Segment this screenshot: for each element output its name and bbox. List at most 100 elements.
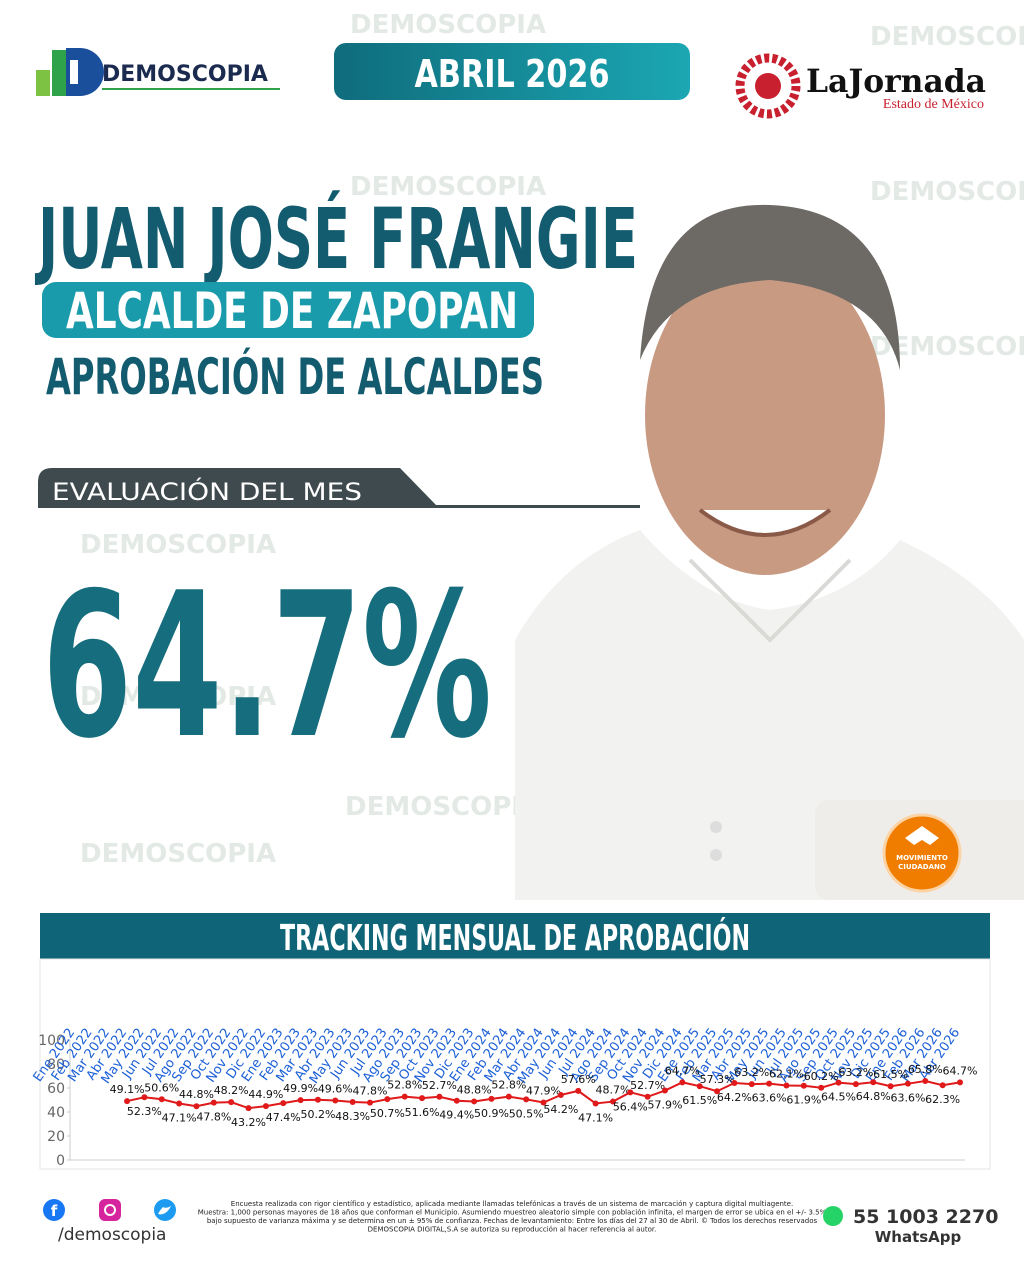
point [696,1083,703,1090]
data-label: 47.8% [353,1085,388,1098]
point [852,1081,859,1088]
point [731,1079,738,1086]
data-label: 52.7% [422,1079,457,1092]
data-label: 47.1% [578,1111,613,1124]
y-tick-label: 100 [38,1033,65,1049]
data-label: 50.6% [144,1081,179,1094]
data-label: 64.7% [943,1064,978,1077]
phone: 55 1003 2270 [853,1206,998,1228]
watermark: DEMOSCOPIA [345,792,541,822]
data-label: 50.9% [474,1107,509,1120]
data-label: 62.3% [925,1093,960,1106]
point [367,1099,373,1106]
data-label: 50.5% [509,1107,544,1120]
data-label: 57.6% [561,1073,596,1086]
data-label: 65.8% [908,1063,943,1076]
point [245,1105,252,1112]
data-label: 52.3% [127,1105,162,1118]
point [349,1099,356,1106]
data-label: 48.7% [595,1084,630,1097]
chart-header [40,913,990,959]
demoscopia-logo: DEMOSCOPIA [36,48,280,96]
brand: DEMOSCOPIA [102,62,268,87]
point [505,1093,512,1100]
point [332,1097,339,1104]
social-icons: f [43,1199,176,1221]
data-label: 49.9% [283,1082,318,1095]
point [957,1079,963,1086]
data-label: 47.9% [526,1085,561,1098]
point [193,1103,200,1110]
party-line2: CIUDADANO [898,863,946,871]
point [835,1079,842,1086]
point [540,1099,547,1106]
point [870,1079,877,1086]
data-label: 64.2% [717,1091,752,1104]
point [887,1083,894,1090]
role-pill [42,282,534,338]
data-label: 64.7% [665,1064,700,1077]
point [280,1100,287,1107]
chart-title: TRACKING MENSUAL DE APROBACIÓN [280,917,750,959]
evaluation-label: EVALUACIÓN DEL MES [52,476,362,506]
point [679,1079,686,1086]
point [592,1100,599,1107]
data-label: 50.2% [300,1108,335,1121]
data-label: 63.2% [734,1066,769,1079]
point [644,1093,651,1100]
date: ABRIL 2026 [415,52,610,96]
disclaimer-line: Muestra: 1,000 personas mayores de 18 añ… [198,1209,827,1217]
newspaper-sub: Estado de México [883,97,984,112]
data-label: 61.9% [786,1094,821,1107]
data-label: 63.6% [752,1092,787,1105]
point [766,1080,773,1087]
data-label: 44.8% [179,1088,214,1101]
point [453,1097,460,1104]
point [176,1100,183,1107]
point [922,1078,929,1085]
data-label: 49.1% [110,1083,145,1096]
watermark: DEMOSCOPIA [350,10,546,40]
point [262,1103,269,1110]
watermark: DEMOSCOPIA [350,172,546,202]
data-label: 44.9% [248,1088,283,1101]
data-label: 57.9% [648,1099,683,1112]
point [158,1096,165,1103]
watermark: DEMOSCOPIA [870,22,1024,52]
point [124,1098,131,1105]
data-label: 52.7% [630,1079,665,1092]
y-tick-label: 20 [47,1129,65,1145]
data-label: 54.2% [543,1103,578,1116]
watermark: DEMOSCOPIA [80,839,276,869]
point [228,1099,235,1106]
point [714,1088,721,1095]
point [488,1095,495,1102]
point [627,1089,634,1096]
party-line1: MOVIMIENTO [896,854,948,862]
data-label: 61.5% [873,1068,908,1081]
point [575,1087,582,1094]
chart-frame [39,958,991,1170]
y-tick-label: 40 [47,1105,65,1121]
point [419,1095,426,1102]
data-label: 48.3% [335,1110,370,1123]
data-label: 47.4% [266,1111,301,1124]
point [662,1087,668,1094]
point [818,1084,825,1091]
data-label: 43.2% [231,1116,266,1129]
whatsapp-icon [823,1206,843,1226]
disclaimer-line: Encuesta realizada con rigor científico … [231,1200,793,1208]
point [436,1093,443,1100]
point [904,1080,911,1087]
evaluation-banner [38,468,640,508]
data-label: 49.6% [318,1082,353,1095]
y-tick-label: 0 [56,1153,65,1169]
watermark: DEMOSCOPIA [870,177,1024,207]
disclaimer-line: DEMOSCOPIA DIGITAL,S.A se autoriza su re… [368,1226,657,1234]
point [800,1082,807,1089]
point [384,1096,391,1103]
data-label: 52.8% [387,1079,422,1092]
